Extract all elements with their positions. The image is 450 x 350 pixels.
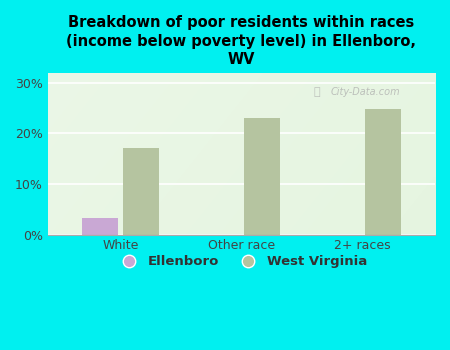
- Legend: Ellenboro, West Virginia: Ellenboro, West Virginia: [111, 250, 372, 273]
- Text: City-Data.com: City-Data.com: [330, 87, 400, 97]
- Text: ⓘ: ⓘ: [314, 87, 320, 97]
- Bar: [365, 109, 401, 234]
- Bar: [244, 118, 280, 234]
- Bar: [81, 218, 118, 235]
- Bar: [123, 147, 159, 234]
- Title: Breakdown of poor residents within races
(income below poverty level) in Ellenbo: Breakdown of poor residents within races…: [66, 15, 416, 67]
